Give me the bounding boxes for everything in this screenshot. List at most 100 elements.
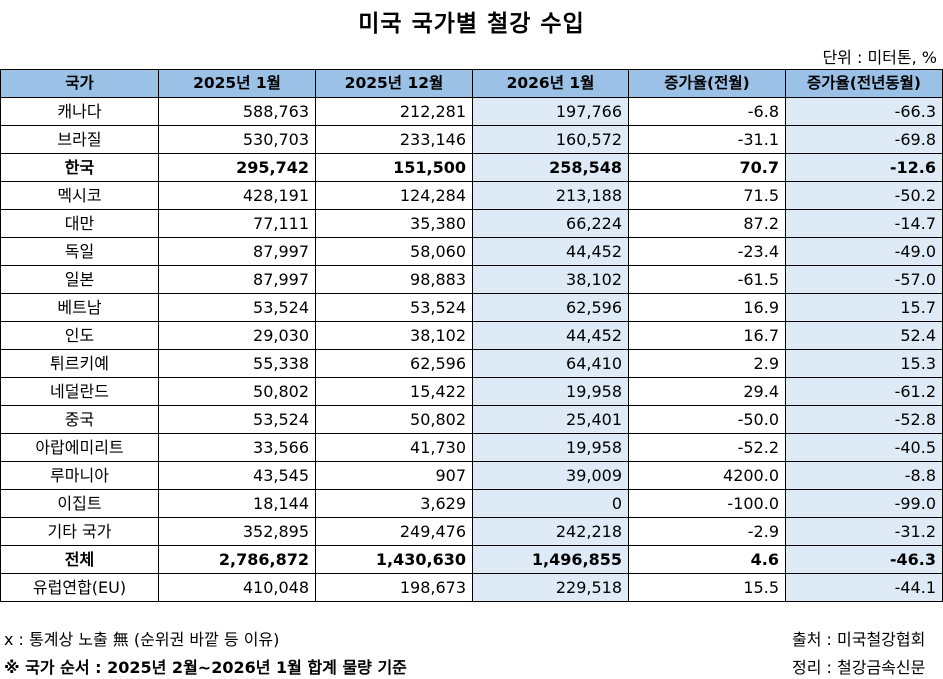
jan-2025-cell: 87,997: [158, 265, 316, 294]
mom-growth-cell: 16.7: [628, 321, 786, 350]
mom-growth-cell: -23.4: [628, 237, 786, 266]
country-cell: 인도: [0, 321, 159, 350]
dec-2025-cell: 212,281: [315, 97, 473, 126]
jan-2026-cell: 44,452: [472, 321, 629, 350]
jan-2025-cell: 55,338: [158, 349, 316, 378]
mom-growth-cell: 71.5: [628, 181, 786, 210]
yoy-growth-cell: -66.3: [785, 97, 943, 126]
jan-2025-cell: 29,030: [158, 321, 316, 350]
jan-2026-cell: 19,958: [472, 433, 629, 462]
yoy-growth-cell: -61.2: [785, 377, 943, 406]
dec-2025-cell: 41,730: [315, 433, 473, 462]
jan-2026-cell: 1,496,855: [472, 545, 629, 574]
table-row: 멕시코 428,191 124,284 213,188 71.5 -50.2: [0, 181, 943, 210]
table-row: 이집트 18,144 3,629 0 -100.0 -99.0: [0, 489, 943, 518]
yoy-growth-cell: -8.8: [785, 461, 943, 490]
jan-2026-cell: 44,452: [472, 237, 629, 266]
yoy-growth-cell: -31.2: [785, 517, 943, 546]
mom-growth-cell: -31.1: [628, 125, 786, 154]
dec-2025-cell: 151,500: [315, 153, 473, 182]
dec-2025-cell: 38,102: [315, 321, 473, 350]
dec-2025-cell: 50,802: [315, 405, 473, 434]
mom-growth-cell: 70.7: [628, 153, 786, 182]
table-row: 베트남 53,524 53,524 62,596 16.9 15.7: [0, 293, 943, 322]
jan-2025-cell: 530,703: [158, 125, 316, 154]
mom-growth-cell: 15.5: [628, 573, 786, 602]
yoy-growth-cell: -99.0: [785, 489, 943, 518]
table-row: 네덜란드 50,802 15,422 19,958 29.4 -61.2: [0, 377, 943, 406]
country-cell: 네덜란드: [0, 377, 159, 406]
yoy-growth-cell: -49.0: [785, 237, 943, 266]
country-cell: 대만: [0, 209, 159, 238]
mom-growth-cell: -6.8: [628, 97, 786, 126]
table-row: 중국 53,524 50,802 25,401 -50.0 -52.8: [0, 405, 943, 434]
country-cell: 한국: [0, 153, 159, 182]
yoy-growth-cell: -12.6: [785, 153, 943, 182]
yoy-growth-cell: -14.7: [785, 209, 943, 238]
country-cell: 캐나다: [0, 97, 159, 126]
mom-growth-cell: -2.9: [628, 517, 786, 546]
country-cell: 튀르키예: [0, 349, 159, 378]
mom-growth-cell: 16.9: [628, 293, 786, 322]
table-row: 인도 29,030 38,102 44,452 16.7 52.4: [0, 321, 943, 350]
jan-2025-cell: 18,144: [158, 489, 316, 518]
jan-2025-cell: 53,524: [158, 405, 316, 434]
dec-2025-cell: 249,476: [315, 517, 473, 546]
jan-2026-cell: 197,766: [472, 97, 629, 126]
col-header-jan-2026: 2026년 1월: [472, 69, 629, 98]
col-header-yoy-growth: 증가율(전년동월): [785, 69, 943, 98]
jan-2025-cell: 53,524: [158, 293, 316, 322]
dec-2025-cell: 233,146: [315, 125, 473, 154]
country-cell: 루마니아: [0, 461, 159, 490]
country-cell: 이집트: [0, 489, 159, 518]
table-row: 브라질 530,703 233,146 160,572 -31.1 -69.8: [0, 125, 943, 154]
dec-2025-cell: 35,380: [315, 209, 473, 238]
mom-growth-cell: -50.0: [628, 405, 786, 434]
jan-2026-cell: 0: [472, 489, 629, 518]
jan-2026-cell: 64,410: [472, 349, 629, 378]
jan-2025-cell: 2,786,872: [158, 545, 316, 574]
table-row: 한국 295,742 151,500 258,548 70.7 -12.6: [0, 153, 943, 182]
jan-2026-cell: 39,009: [472, 461, 629, 490]
page-title: 미국 국가별 철강 수입: [358, 11, 585, 37]
jan-2025-cell: 87,997: [158, 237, 316, 266]
yoy-growth-cell: -46.3: [785, 545, 943, 574]
table-row: 루마니아 43,545 907 39,009 4200.0 -8.8: [0, 461, 943, 490]
steel-import-table: 국가 2025년 1월 2025년 12월 2026년 1월 증가율(전월) 증…: [0, 69, 943, 602]
jan-2026-cell: 25,401: [472, 405, 629, 434]
dec-2025-cell: 53,524: [315, 293, 473, 322]
jan-2025-cell: 588,763: [158, 97, 316, 126]
yoy-growth-cell: -57.0: [785, 265, 943, 294]
table-header-row: 국가 2025년 1월 2025년 12월 2026년 1월 증가율(전월) 증…: [0, 69, 943, 98]
yoy-growth-cell: 15.7: [785, 293, 943, 322]
jan-2025-cell: 43,545: [158, 461, 316, 490]
jan-2026-cell: 62,596: [472, 293, 629, 322]
col-header-jan-2025: 2025년 1월: [158, 69, 316, 98]
yoy-growth-cell: -52.8: [785, 405, 943, 434]
jan-2025-cell: 295,742: [158, 153, 316, 182]
jan-2025-cell: 77,111: [158, 209, 316, 238]
jan-2026-cell: 19,958: [472, 377, 629, 406]
yoy-growth-cell: -69.8: [785, 125, 943, 154]
country-cell: 독일: [0, 237, 159, 266]
table-row: 전체 2,786,872 1,430,630 1,496,855 4.6 -46.3: [0, 545, 943, 574]
table-row: 일본 87,997 98,883 38,102 -61.5 -57.0: [0, 265, 943, 294]
yoy-growth-cell: -40.5: [785, 433, 943, 462]
mom-growth-cell: 2.9: [628, 349, 786, 378]
mom-growth-cell: 4.6: [628, 545, 786, 574]
jan-2025-cell: 410,048: [158, 573, 316, 602]
jan-2026-cell: 213,188: [472, 181, 629, 210]
yoy-growth-cell: 52.4: [785, 321, 943, 350]
jan-2025-cell: 33,566: [158, 433, 316, 462]
yoy-growth-cell: 15.3: [785, 349, 943, 378]
dec-2025-cell: 3,629: [315, 489, 473, 518]
dec-2025-cell: 15,422: [315, 377, 473, 406]
mom-growth-cell: -61.5: [628, 265, 786, 294]
footnote-exposure: x : 통계상 노출 無 (순위권 바깥 등 이유): [4, 630, 280, 649]
jan-2026-cell: 38,102: [472, 265, 629, 294]
col-header-dec-2025: 2025년 12월: [315, 69, 473, 98]
jan-2026-cell: 258,548: [472, 153, 629, 182]
col-header-mom-growth: 증가율(전월): [628, 69, 786, 98]
unit-label: 단위 : 미터톤, %: [822, 48, 937, 67]
jan-2025-cell: 50,802: [158, 377, 316, 406]
